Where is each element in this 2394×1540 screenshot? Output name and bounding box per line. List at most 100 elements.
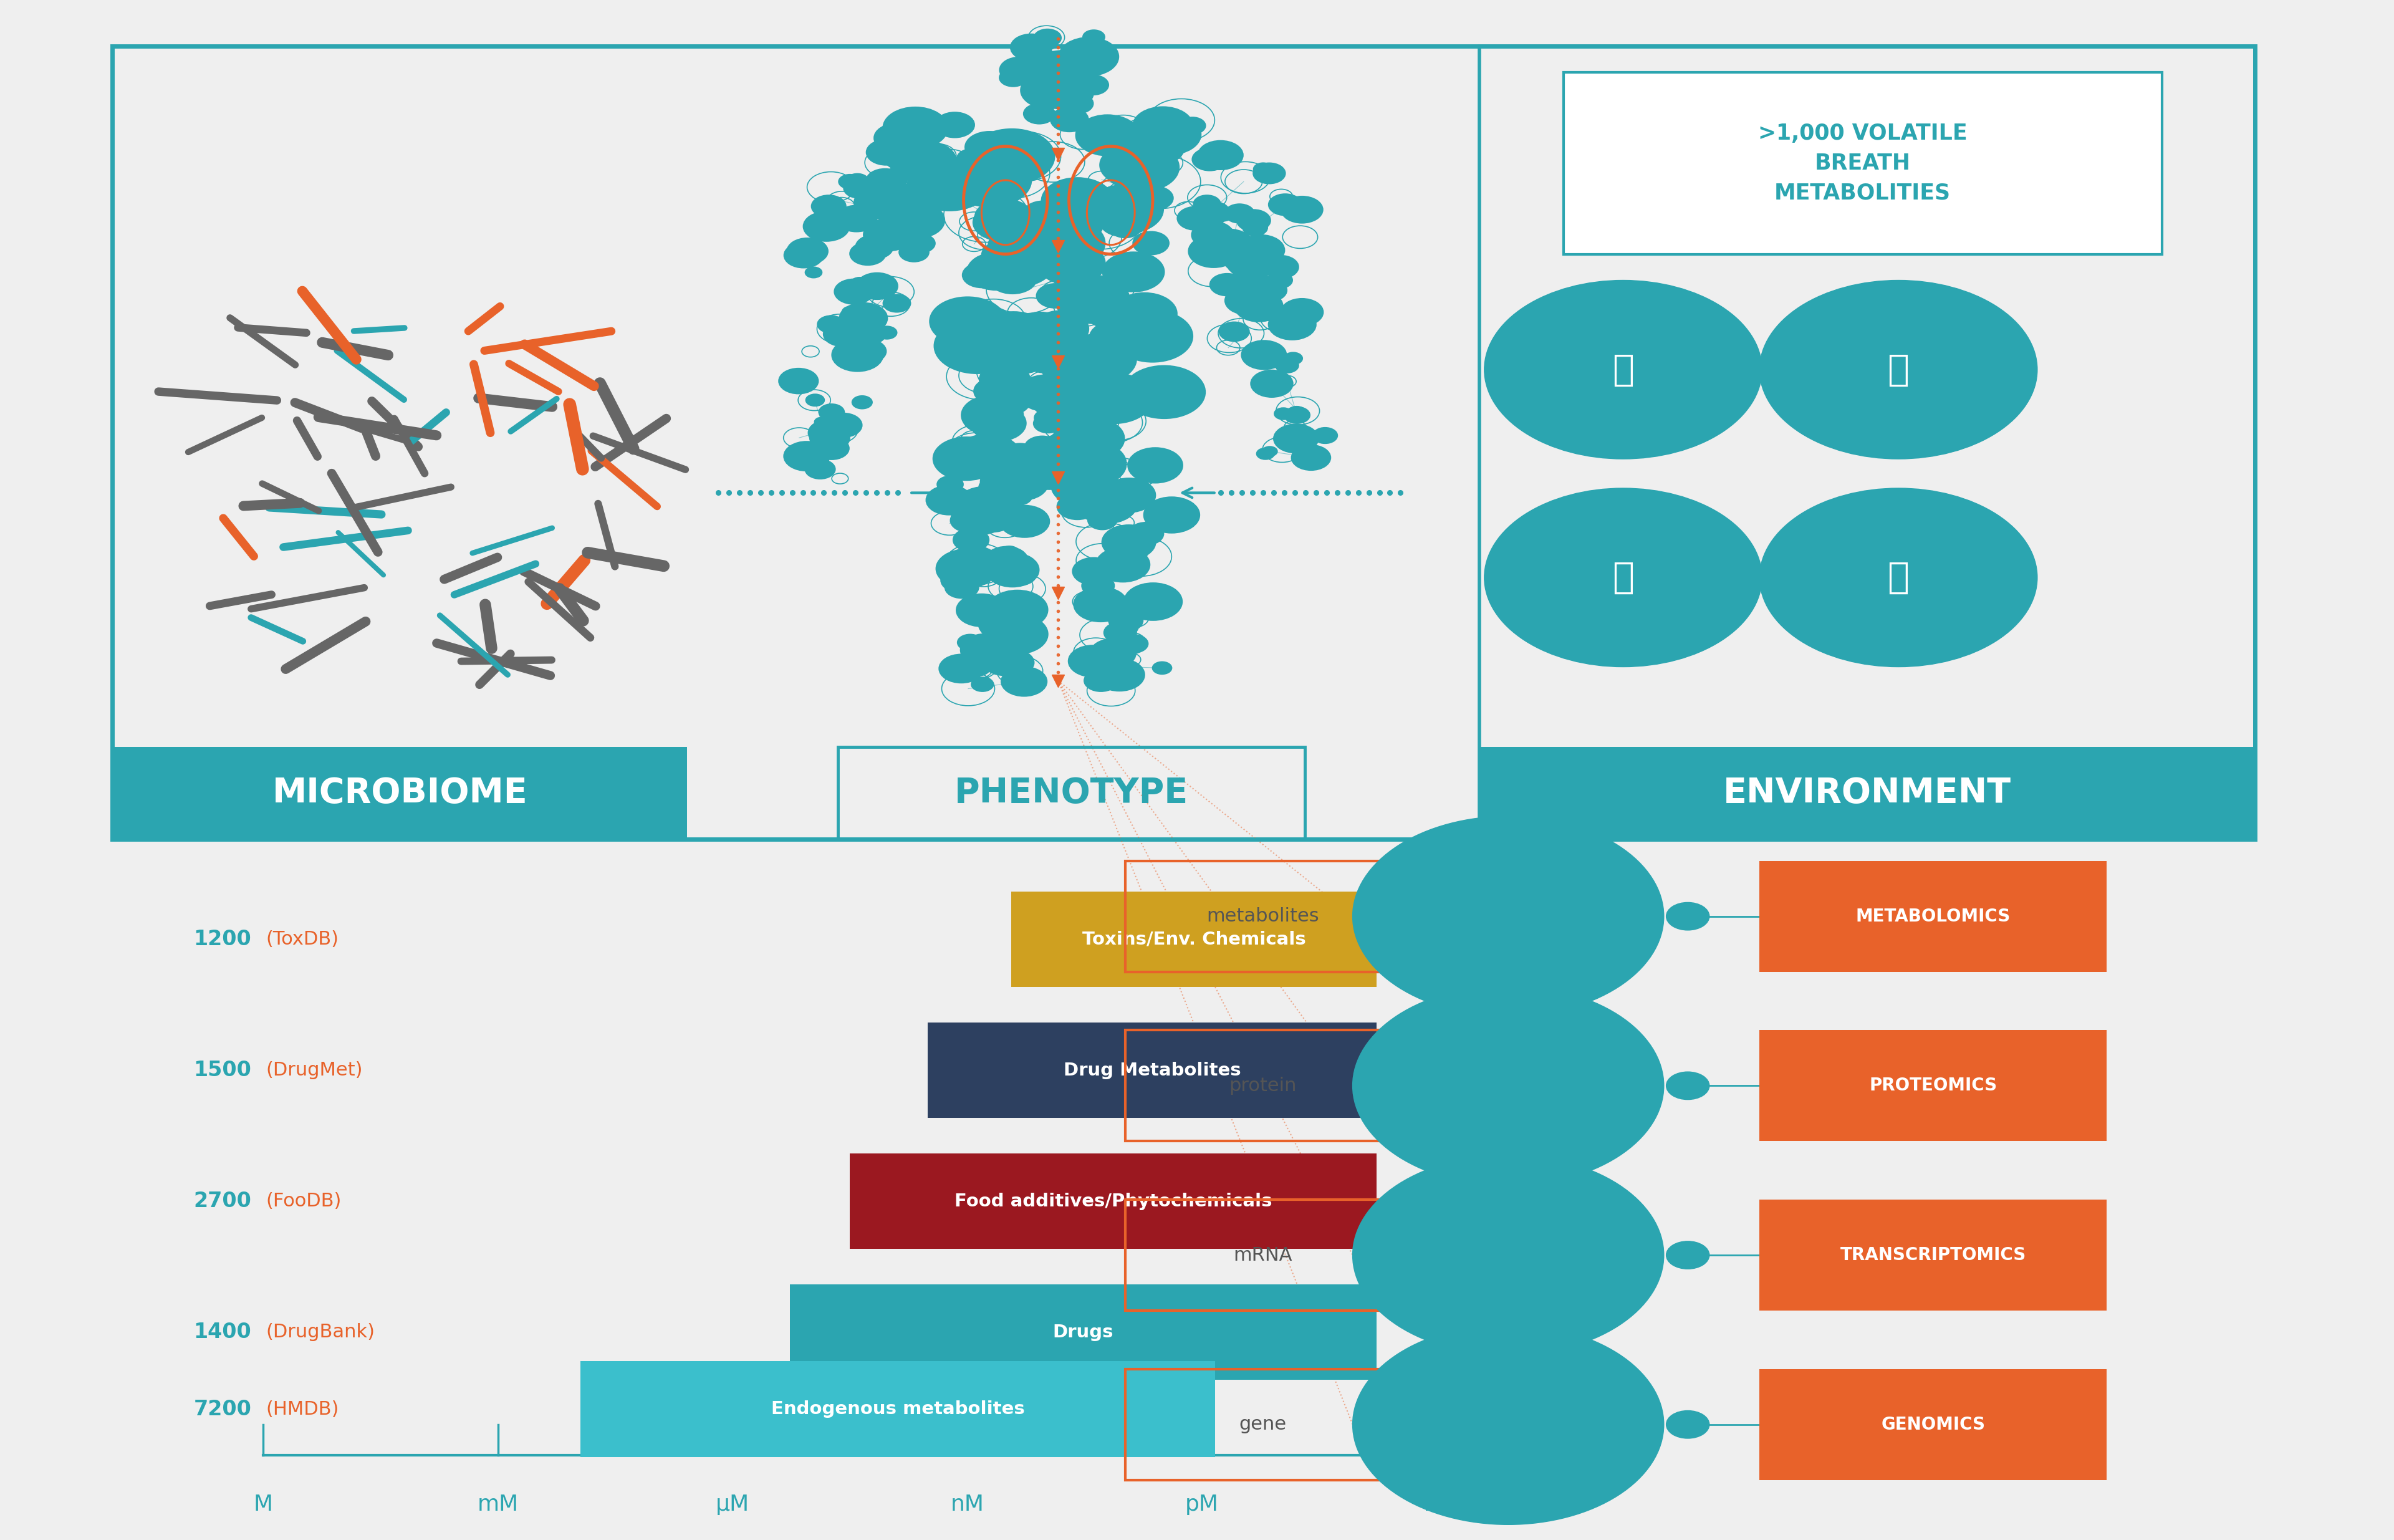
FancyBboxPatch shape — [1760, 1200, 2107, 1311]
Circle shape — [1266, 273, 1293, 288]
Text: Endogenous metabolites: Endogenous metabolites — [771, 1400, 1025, 1418]
Circle shape — [1135, 132, 1185, 165]
Circle shape — [1128, 522, 1163, 545]
Circle shape — [1025, 350, 1049, 365]
Circle shape — [1104, 143, 1180, 191]
Circle shape — [1104, 551, 1149, 581]
Text: 7200: 7200 — [194, 1398, 251, 1420]
Text: pM: pM — [1185, 1494, 1219, 1515]
Circle shape — [986, 614, 1049, 654]
Circle shape — [1231, 249, 1266, 274]
Circle shape — [1056, 440, 1128, 487]
Circle shape — [1032, 219, 1106, 266]
Circle shape — [1192, 196, 1221, 213]
Circle shape — [1068, 413, 1104, 434]
Circle shape — [1156, 376, 1183, 393]
FancyBboxPatch shape — [1760, 1030, 2107, 1141]
Circle shape — [1187, 236, 1238, 268]
Circle shape — [996, 467, 1049, 500]
Circle shape — [1063, 214, 1104, 239]
Circle shape — [812, 217, 840, 236]
Circle shape — [1226, 203, 1254, 223]
Circle shape — [840, 303, 888, 334]
Circle shape — [936, 112, 974, 137]
Circle shape — [905, 234, 936, 253]
Circle shape — [1104, 131, 1135, 151]
Circle shape — [1013, 440, 1087, 490]
Circle shape — [934, 319, 1020, 374]
Text: >1,000 VOLATILE
BREATH
METABOLITIES: >1,000 VOLATILE BREATH METABOLITIES — [1757, 123, 1968, 203]
Circle shape — [874, 123, 919, 152]
Circle shape — [1073, 373, 1130, 408]
FancyBboxPatch shape — [929, 1023, 1377, 1118]
Circle shape — [1051, 108, 1089, 132]
Circle shape — [1027, 48, 1053, 63]
Circle shape — [1027, 85, 1061, 108]
FancyBboxPatch shape — [1760, 1369, 2107, 1480]
Circle shape — [1113, 123, 1144, 145]
Circle shape — [1104, 253, 1163, 291]
Circle shape — [1022, 52, 1065, 80]
Circle shape — [1027, 382, 1065, 407]
Circle shape — [1099, 659, 1120, 673]
Circle shape — [852, 396, 871, 408]
Circle shape — [958, 454, 991, 477]
Circle shape — [1037, 242, 1106, 285]
Circle shape — [1250, 370, 1293, 397]
Circle shape — [867, 169, 905, 192]
Circle shape — [1199, 229, 1254, 265]
Circle shape — [804, 266, 821, 277]
Circle shape — [1238, 236, 1286, 265]
Circle shape — [1192, 148, 1228, 171]
Circle shape — [1089, 320, 1140, 354]
Circle shape — [1223, 253, 1252, 271]
Circle shape — [965, 131, 1015, 163]
Circle shape — [950, 499, 1005, 534]
Circle shape — [1254, 163, 1274, 176]
Circle shape — [1197, 140, 1242, 169]
Circle shape — [845, 316, 879, 337]
Circle shape — [788, 239, 828, 265]
Circle shape — [994, 567, 1025, 587]
Circle shape — [1128, 585, 1180, 619]
Circle shape — [1039, 74, 1094, 109]
Circle shape — [1084, 293, 1142, 330]
Circle shape — [1001, 208, 1056, 243]
Circle shape — [989, 330, 1056, 373]
Circle shape — [867, 140, 905, 165]
Text: μM: μM — [716, 1494, 749, 1515]
Circle shape — [955, 487, 1013, 524]
Circle shape — [1132, 231, 1168, 254]
Circle shape — [883, 294, 910, 313]
Circle shape — [1061, 417, 1125, 459]
Circle shape — [936, 476, 962, 493]
Circle shape — [1010, 34, 1051, 60]
Text: Toxins/Env. Chemicals: Toxins/Env. Chemicals — [1082, 930, 1305, 949]
Circle shape — [850, 242, 886, 265]
Circle shape — [1058, 493, 1099, 519]
Circle shape — [1116, 553, 1149, 574]
Circle shape — [1156, 391, 1183, 407]
Circle shape — [1044, 245, 1065, 259]
Circle shape — [1123, 365, 1204, 419]
Circle shape — [1063, 94, 1094, 114]
Circle shape — [934, 437, 1001, 480]
Circle shape — [1082, 29, 1104, 45]
Circle shape — [883, 108, 948, 149]
Text: gene: gene — [1240, 1415, 1286, 1434]
Circle shape — [1192, 222, 1233, 248]
Circle shape — [1032, 311, 1089, 346]
Circle shape — [1034, 410, 1061, 427]
Circle shape — [1020, 336, 1077, 373]
Circle shape — [1257, 448, 1274, 459]
Circle shape — [843, 179, 874, 199]
Text: 1400: 1400 — [194, 1321, 251, 1343]
Circle shape — [1120, 634, 1149, 653]
Circle shape — [1120, 544, 1149, 561]
Circle shape — [1017, 374, 1075, 411]
FancyBboxPatch shape — [113, 747, 687, 839]
Text: (DrugBank): (DrugBank) — [266, 1323, 376, 1341]
Circle shape — [1204, 202, 1223, 216]
Circle shape — [950, 547, 998, 578]
Circle shape — [1209, 274, 1245, 296]
